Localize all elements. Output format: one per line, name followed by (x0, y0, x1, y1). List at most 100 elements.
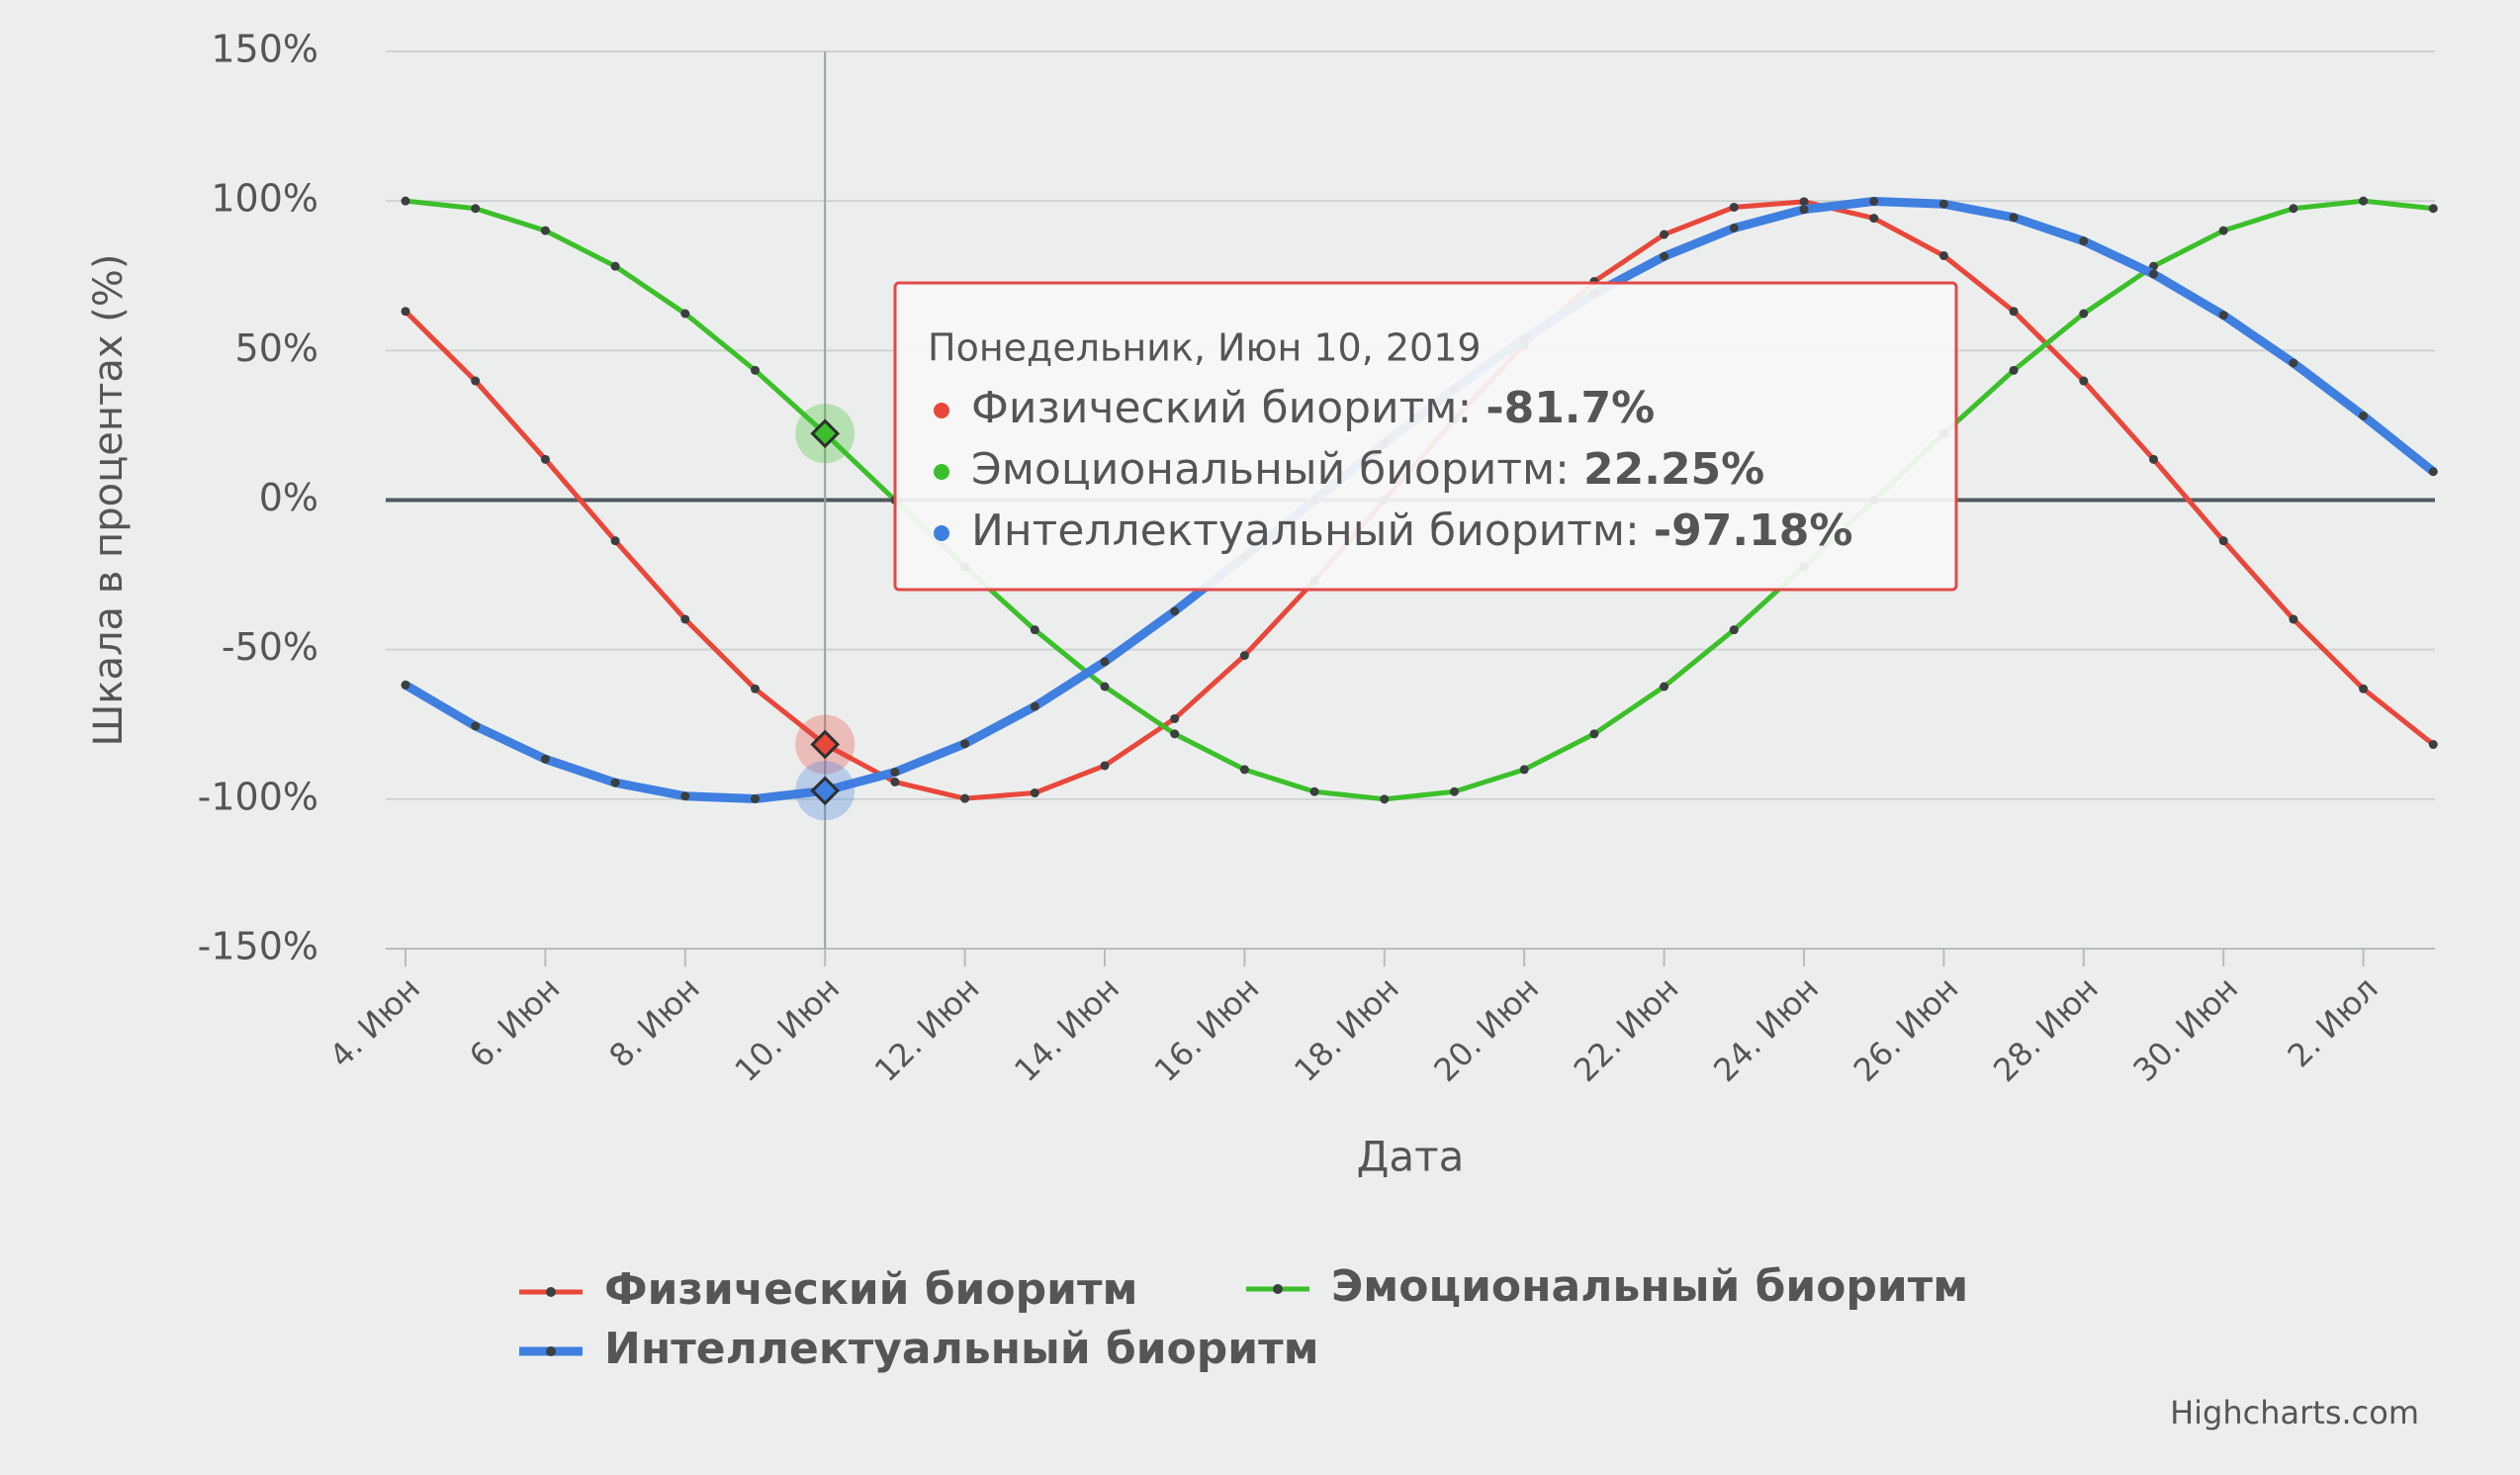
tooltip-label: Эмоциональный биоритм: (971, 444, 1570, 495)
point-marker (2359, 684, 2369, 693)
point-marker (1869, 196, 1879, 206)
point-marker (1170, 729, 1180, 739)
point-marker (610, 778, 620, 787)
point-marker (1030, 625, 1039, 635)
point-marker (471, 204, 481, 214)
point-marker (2289, 358, 2298, 368)
point-marker (1660, 230, 1669, 239)
tooltip-value: -97.18% (1654, 506, 1853, 556)
point-marker (680, 791, 690, 801)
hover-marker (810, 776, 841, 806)
series-line (405, 198, 2434, 802)
y-tick-label: 100% (211, 177, 318, 221)
point-marker (471, 376, 481, 386)
tooltip-header: Понедельник, Июн 10, 2019 (928, 326, 1482, 370)
point-marker (960, 793, 970, 803)
point-marker (890, 777, 900, 786)
point-marker (1729, 223, 1739, 232)
point-marker (401, 307, 410, 317)
tooltip-value: 22.25% (1583, 444, 1764, 495)
point-marker (2009, 307, 2019, 317)
legend-label[interactable]: Эмоциональный биоритм (1331, 1261, 1968, 1312)
legend-label[interactable]: Интеллектуальный биоритм (604, 1324, 1319, 1374)
tooltip: Понедельник, Июн 10, 2019 Физический биор… (893, 281, 1958, 592)
point-marker (680, 309, 690, 319)
point-marker (2218, 536, 2228, 546)
point-marker (1100, 682, 1110, 691)
point-marker (2218, 226, 2228, 235)
point-marker (610, 536, 620, 546)
tooltip-dot (934, 464, 949, 480)
point-marker (401, 196, 410, 206)
point-marker (2079, 309, 2089, 319)
point-marker (540, 754, 550, 764)
tooltip-row: Эмоциональный биоритм: 22.25% (971, 444, 1764, 495)
point-marker (1239, 651, 1249, 661)
y-tick-label: -50% (222, 625, 318, 669)
y-tick-label: 150% (211, 28, 318, 71)
y-tick-label: 50% (235, 326, 318, 370)
point-marker (540, 454, 550, 464)
point-marker (1519, 765, 1529, 775)
tooltip-box (893, 281, 1958, 592)
point-marker (1729, 202, 1739, 212)
point-marker (540, 226, 550, 235)
point-marker (1030, 701, 1039, 711)
point-marker (1100, 761, 1110, 771)
point-marker (2149, 269, 2158, 279)
point-marker (2428, 467, 2438, 477)
legend-symbol-dot (546, 1346, 556, 1356)
point-marker (2079, 376, 2089, 386)
point-marker (2009, 213, 2019, 223)
point-marker (610, 261, 620, 271)
point-marker (1799, 205, 1809, 215)
point-marker (471, 721, 481, 731)
point-marker (1380, 794, 1390, 804)
point-marker (1869, 214, 1879, 224)
point-marker (1170, 606, 1180, 616)
point-marker (2149, 454, 2158, 464)
point-marker (890, 768, 900, 778)
point-marker (1450, 786, 1459, 796)
credits: Highcharts.com (2170, 1394, 2419, 1431)
hover-marker (810, 418, 841, 449)
y-tick-label: -150% (198, 925, 318, 968)
tooltip-dot (934, 403, 949, 418)
y-tick-label: 0% (259, 476, 318, 519)
point-marker (1938, 199, 1948, 209)
point-marker (2079, 236, 2089, 246)
hover-marker (810, 729, 841, 760)
tooltip-row: Интеллектуальный биоритм: -97.18% (971, 506, 1852, 556)
point-marker (1660, 251, 1669, 261)
point-marker (1030, 788, 1039, 798)
tooltip-dot (934, 525, 949, 541)
point-marker (751, 684, 760, 693)
point-marker (2009, 365, 2019, 375)
point-marker (751, 794, 760, 804)
point-marker (1938, 250, 1948, 260)
tooltip-label: Интеллектуальный биоритм: (971, 506, 1640, 556)
y-axis-title: Шкала в процентах (%) (86, 254, 132, 747)
legend-label[interactable]: Физический биоритм (604, 1264, 1137, 1315)
y-tick-label: -100% (198, 775, 318, 818)
point-marker (680, 614, 690, 624)
point-marker (1100, 657, 1110, 667)
point-marker (2218, 311, 2228, 321)
legend-symbol-dot (1273, 1284, 1283, 1294)
legend-symbol-dot (546, 1287, 556, 1297)
point-marker (2289, 204, 2298, 214)
point-marker (2359, 196, 2369, 206)
tooltip-label: Физический биоритм: (971, 383, 1472, 433)
tooltip-row: Физический биоритм: -81.7% (971, 383, 1655, 433)
point-marker (1170, 713, 1180, 723)
point-marker (2428, 204, 2438, 214)
point-marker (2289, 614, 2298, 624)
point-marker (1309, 786, 1319, 796)
point-marker (1660, 682, 1669, 691)
point-marker (751, 365, 760, 375)
tooltip-value: -81.7% (1485, 383, 1655, 433)
point-marker (2359, 411, 2369, 420)
